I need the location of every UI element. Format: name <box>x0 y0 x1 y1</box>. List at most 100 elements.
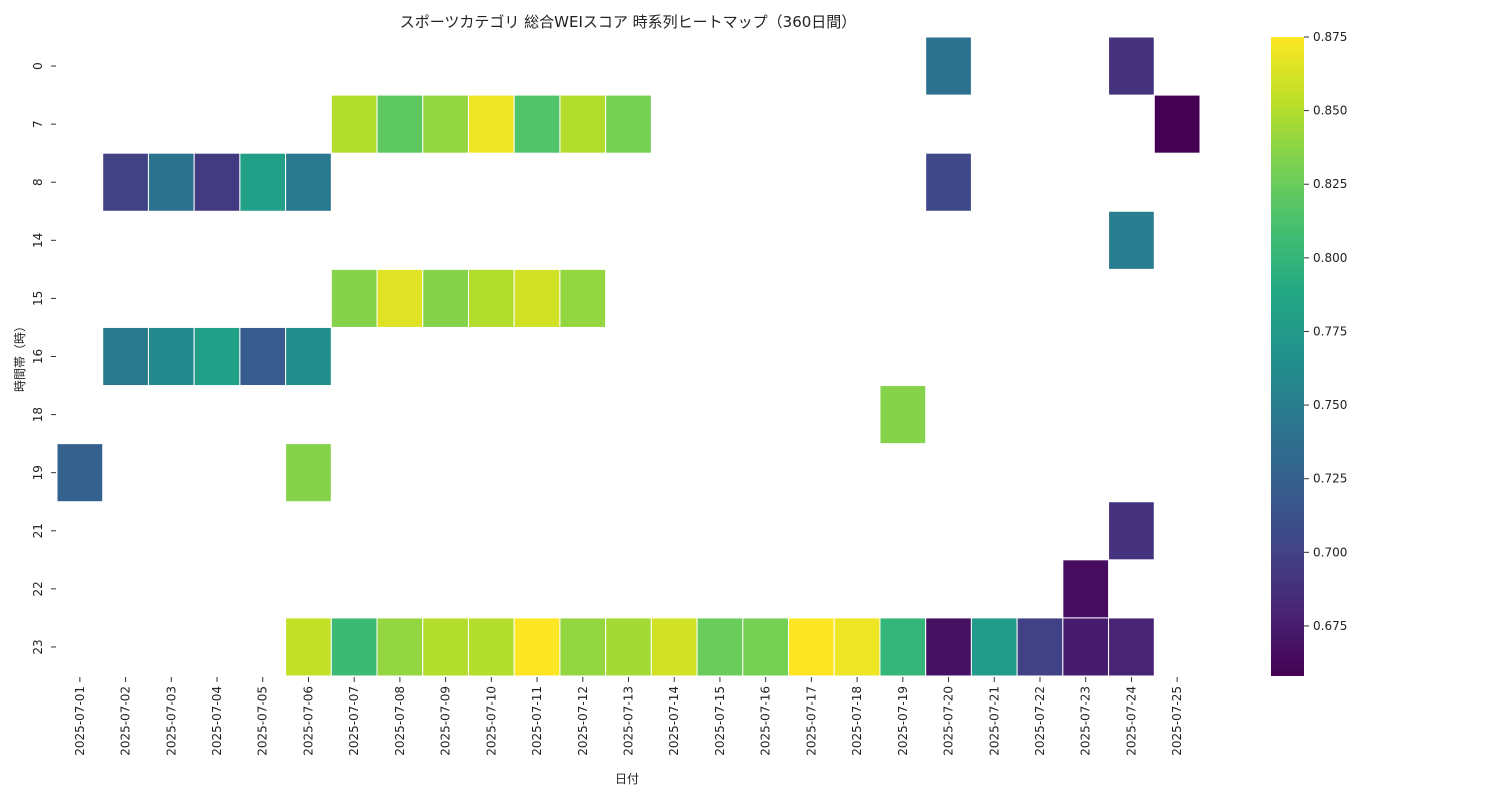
heatmap-cell <box>1062 559 1110 619</box>
colorbar-tick-label: 0.725 <box>1313 472 1347 486</box>
y-tick-label: 22 <box>31 581 45 596</box>
x-tick-label: 2025-07-21 <box>987 686 1001 756</box>
y-tick-label: 0 <box>31 62 45 70</box>
heatmap-cell <box>147 152 195 212</box>
y-axis-ticks: 0 7 8 14 15 16 18 19 21 22 23 <box>31 62 56 655</box>
x-tick-label: 2025-07-25 <box>1170 686 1184 756</box>
heatmap-cell <box>879 385 927 445</box>
x-tick-label: 2025-07-03 <box>164 686 178 756</box>
y-tick-label: 21 <box>31 523 45 538</box>
y-tick-label: 18 <box>31 407 45 422</box>
x-tick-label: 2025-07-07 <box>347 686 361 756</box>
heatmap-cell <box>376 94 424 154</box>
heatmap-cell <box>193 152 241 212</box>
y-tick-label: 8 <box>31 178 45 186</box>
heatmap-cell <box>330 94 378 154</box>
x-tick-label: 2025-07-15 <box>713 686 727 756</box>
heatmap-cell <box>1108 210 1155 270</box>
x-tick-label: 2025-07-09 <box>439 686 453 756</box>
heatmap-cell <box>467 94 515 154</box>
x-tick-label: 2025-07-11 <box>530 686 544 756</box>
heatmap-cell <box>925 36 972 96</box>
x-axis-ticks: 2025-07-01 2025-07-02 2025-07-03 2025-07-04… <box>73 677 1184 756</box>
heatmap-cell <box>1108 36 1155 96</box>
y-tick-label: 14 <box>31 233 45 248</box>
heatmap-cell <box>239 152 287 212</box>
heatmap-cell <box>833 617 881 677</box>
x-tick-label: 2025-07-20 <box>942 686 956 756</box>
heatmap-cell <box>239 326 287 387</box>
x-tick-label: 2025-07-13 <box>622 686 636 756</box>
y-tick-label: 23 <box>31 639 45 654</box>
heatmap-cell <box>285 326 332 387</box>
heatmap-cell <box>513 268 561 328</box>
heatmap-cell <box>1016 617 1064 677</box>
x-tick-label: 2025-07-12 <box>576 686 590 756</box>
heatmap-cell <box>605 617 652 677</box>
heatmap-cell <box>330 617 378 677</box>
x-tick-label: 2025-07-01 <box>73 686 87 756</box>
heatmap-cell <box>970 617 1018 677</box>
x-tick-label: 2025-07-04 <box>210 686 224 756</box>
colorbar-tick-label: 0.825 <box>1313 177 1347 191</box>
heatmap-cell <box>513 94 561 154</box>
y-tick-label: 16 <box>31 349 45 364</box>
heatmap-cell <box>467 617 515 677</box>
heatmap-cell <box>559 94 607 154</box>
heatmap-cell <box>376 268 424 328</box>
colorbar <box>1271 37 1304 676</box>
heatmap-cell <box>650 617 698 677</box>
heatmap-cell <box>467 268 515 328</box>
heatmap-cell <box>56 443 104 503</box>
heatmap-cell <box>925 152 972 212</box>
heatmap-cell <box>879 617 927 677</box>
x-tick-label: 2025-07-14 <box>667 686 681 756</box>
x-tick-label: 2025-07-06 <box>301 686 315 756</box>
colorbar-tick-label: 0.875 <box>1313 30 1347 44</box>
heatmap-cell <box>285 443 332 503</box>
x-tick-label: 2025-07-17 <box>804 686 818 756</box>
heatmap-cell <box>285 617 332 677</box>
colorbar-ticks: 0.675 0.700 0.725 0.750 0.775 0.800 0.825 0.850… <box>1304 30 1347 633</box>
x-tick-label: 2025-07-08 <box>393 686 407 756</box>
x-tick-label: 2025-07-22 <box>1033 686 1047 756</box>
heatmap-cell <box>1108 501 1155 561</box>
x-tick-label: 2025-07-18 <box>850 686 864 756</box>
heatmap-cell <box>102 326 149 387</box>
heatmap-cell <box>422 268 469 328</box>
heatmap-cell <box>925 617 972 677</box>
heatmap-cell <box>559 617 607 677</box>
heatmap-cell <box>605 94 652 154</box>
x-tick-label: 2025-07-10 <box>484 686 498 756</box>
y-tick-label: 7 <box>31 120 45 128</box>
x-tick-label: 2025-07-19 <box>896 686 910 756</box>
colorbar-tick-label: 0.800 <box>1313 251 1347 265</box>
heatmap-cell <box>559 268 607 328</box>
heatmap-cell <box>422 94 469 154</box>
heatmap-cell <box>330 268 378 328</box>
x-tick-label: 2025-07-16 <box>759 686 773 756</box>
colorbar-tick-label: 0.675 <box>1313 619 1347 633</box>
heatmap-cell <box>742 617 790 677</box>
colorbar-tick-label: 0.700 <box>1313 545 1347 559</box>
heatmap-cell <box>788 617 835 677</box>
colorbar-tick-label: 0.775 <box>1313 324 1347 338</box>
heatmap-cell <box>147 326 195 387</box>
heatmap-cell <box>513 617 561 677</box>
heatmap-cell <box>1108 617 1155 677</box>
colorbar-tick-label: 0.750 <box>1313 398 1347 412</box>
x-tick-label: 2025-07-02 <box>119 686 133 756</box>
heatmap-cell <box>376 617 424 677</box>
heatmap-cell <box>102 152 149 212</box>
heatmap-cell <box>696 617 744 677</box>
heatmap-cell <box>422 617 469 677</box>
heatmap-cell <box>1062 617 1110 677</box>
y-tick-label: 15 <box>31 291 45 306</box>
y-axis-label: 時間帯（時） <box>13 320 27 392</box>
heatmap-cell <box>1153 94 1201 154</box>
heatmap-cells <box>56 36 1201 677</box>
x-tick-label: 2025-07-05 <box>256 686 270 756</box>
x-axis-label: 日付 <box>615 772 639 786</box>
x-tick-label: 2025-07-23 <box>1079 686 1093 756</box>
y-tick-label: 19 <box>31 465 45 480</box>
